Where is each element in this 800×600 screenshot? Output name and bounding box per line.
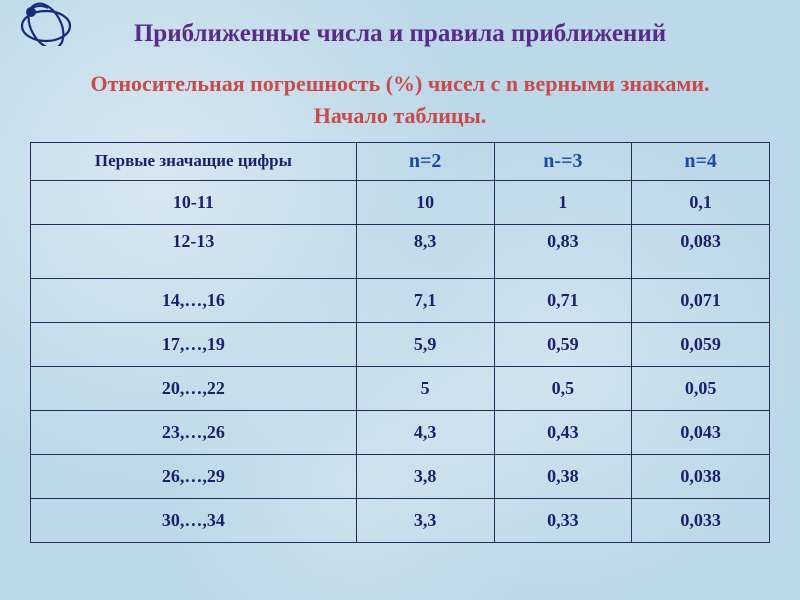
cell-n3: 0,5 xyxy=(494,366,632,410)
table-row: 14,…,167,10,710,071 xyxy=(31,278,770,322)
cell-digits: 10-11 xyxy=(31,180,357,224)
table-row: 10-111010,1 xyxy=(31,180,770,224)
cell-digits: 14,…,16 xyxy=(31,278,357,322)
cell-n2: 4,3 xyxy=(356,410,494,454)
cell-n2: 8,3 xyxy=(356,224,494,278)
col-header-digits: Первые значащие цифры xyxy=(31,142,357,180)
cell-n3: 0,59 xyxy=(494,322,632,366)
error-table: Первые значащие цифры n=2 n-=3 n=4 10-11… xyxy=(30,142,770,543)
cell-n4: 0,083 xyxy=(632,224,770,278)
col-header-n3: n-=3 xyxy=(494,142,632,180)
table-body: 10-111010,112-138,30,830,08314,…,167,10,… xyxy=(31,180,770,542)
cell-n3: 1 xyxy=(494,180,632,224)
cell-digits: 17,…,19 xyxy=(31,322,357,366)
cell-digits: 20,…,22 xyxy=(31,366,357,410)
cell-n3: 0,33 xyxy=(494,498,632,542)
cell-n4: 0,05 xyxy=(632,366,770,410)
cell-digits: 30,…,34 xyxy=(31,498,357,542)
page-subtitle: Относительная погрешность (%) чисел с n … xyxy=(0,68,800,132)
cell-n4: 0,059 xyxy=(632,322,770,366)
cell-n3: 0,71 xyxy=(494,278,632,322)
error-table-container: Первые значащие цифры n=2 n-=3 n=4 10-11… xyxy=(30,142,770,543)
cell-n2: 5 xyxy=(356,366,494,410)
subtitle-line-1: Относительная погрешность (%) чисел с n … xyxy=(90,71,709,96)
cell-digits: 23,…,26 xyxy=(31,410,357,454)
col-header-n4: n=4 xyxy=(632,142,770,180)
table-row: 30,…,343,30,330,033 xyxy=(31,498,770,542)
cell-n2: 5,9 xyxy=(356,322,494,366)
cell-n4: 0,033 xyxy=(632,498,770,542)
cell-n4: 0,043 xyxy=(632,410,770,454)
cell-n4: 0,038 xyxy=(632,454,770,498)
table-row: 26,…,293,80,380,038 xyxy=(31,454,770,498)
table-row: 12-138,30,830,083 xyxy=(31,224,770,278)
page-title: Приближенные числа и правила приближений xyxy=(0,0,800,48)
cell-n2: 7,1 xyxy=(356,278,494,322)
col-header-n2: n=2 xyxy=(356,142,494,180)
cell-n2: 3,3 xyxy=(356,498,494,542)
table-header-row: Первые значащие цифры n=2 n-=3 n=4 xyxy=(31,142,770,180)
cell-n2: 10 xyxy=(356,180,494,224)
logo-icon xyxy=(18,2,74,46)
table-row: 20,…,2250,50,05 xyxy=(31,366,770,410)
cell-n2: 3,8 xyxy=(356,454,494,498)
cell-digits: 12-13 xyxy=(31,224,357,278)
cell-n3: 0,43 xyxy=(494,410,632,454)
subtitle-line-2: Начало таблицы. xyxy=(314,103,487,128)
cell-n4: 0,071 xyxy=(632,278,770,322)
table-row: 17,…,195,90,590,059 xyxy=(31,322,770,366)
cell-n3: 0,83 xyxy=(494,224,632,278)
cell-n3: 0,38 xyxy=(494,454,632,498)
table-row: 23,…,264,30,430,043 xyxy=(31,410,770,454)
cell-n4: 0,1 xyxy=(632,180,770,224)
cell-digits: 26,…,29 xyxy=(31,454,357,498)
